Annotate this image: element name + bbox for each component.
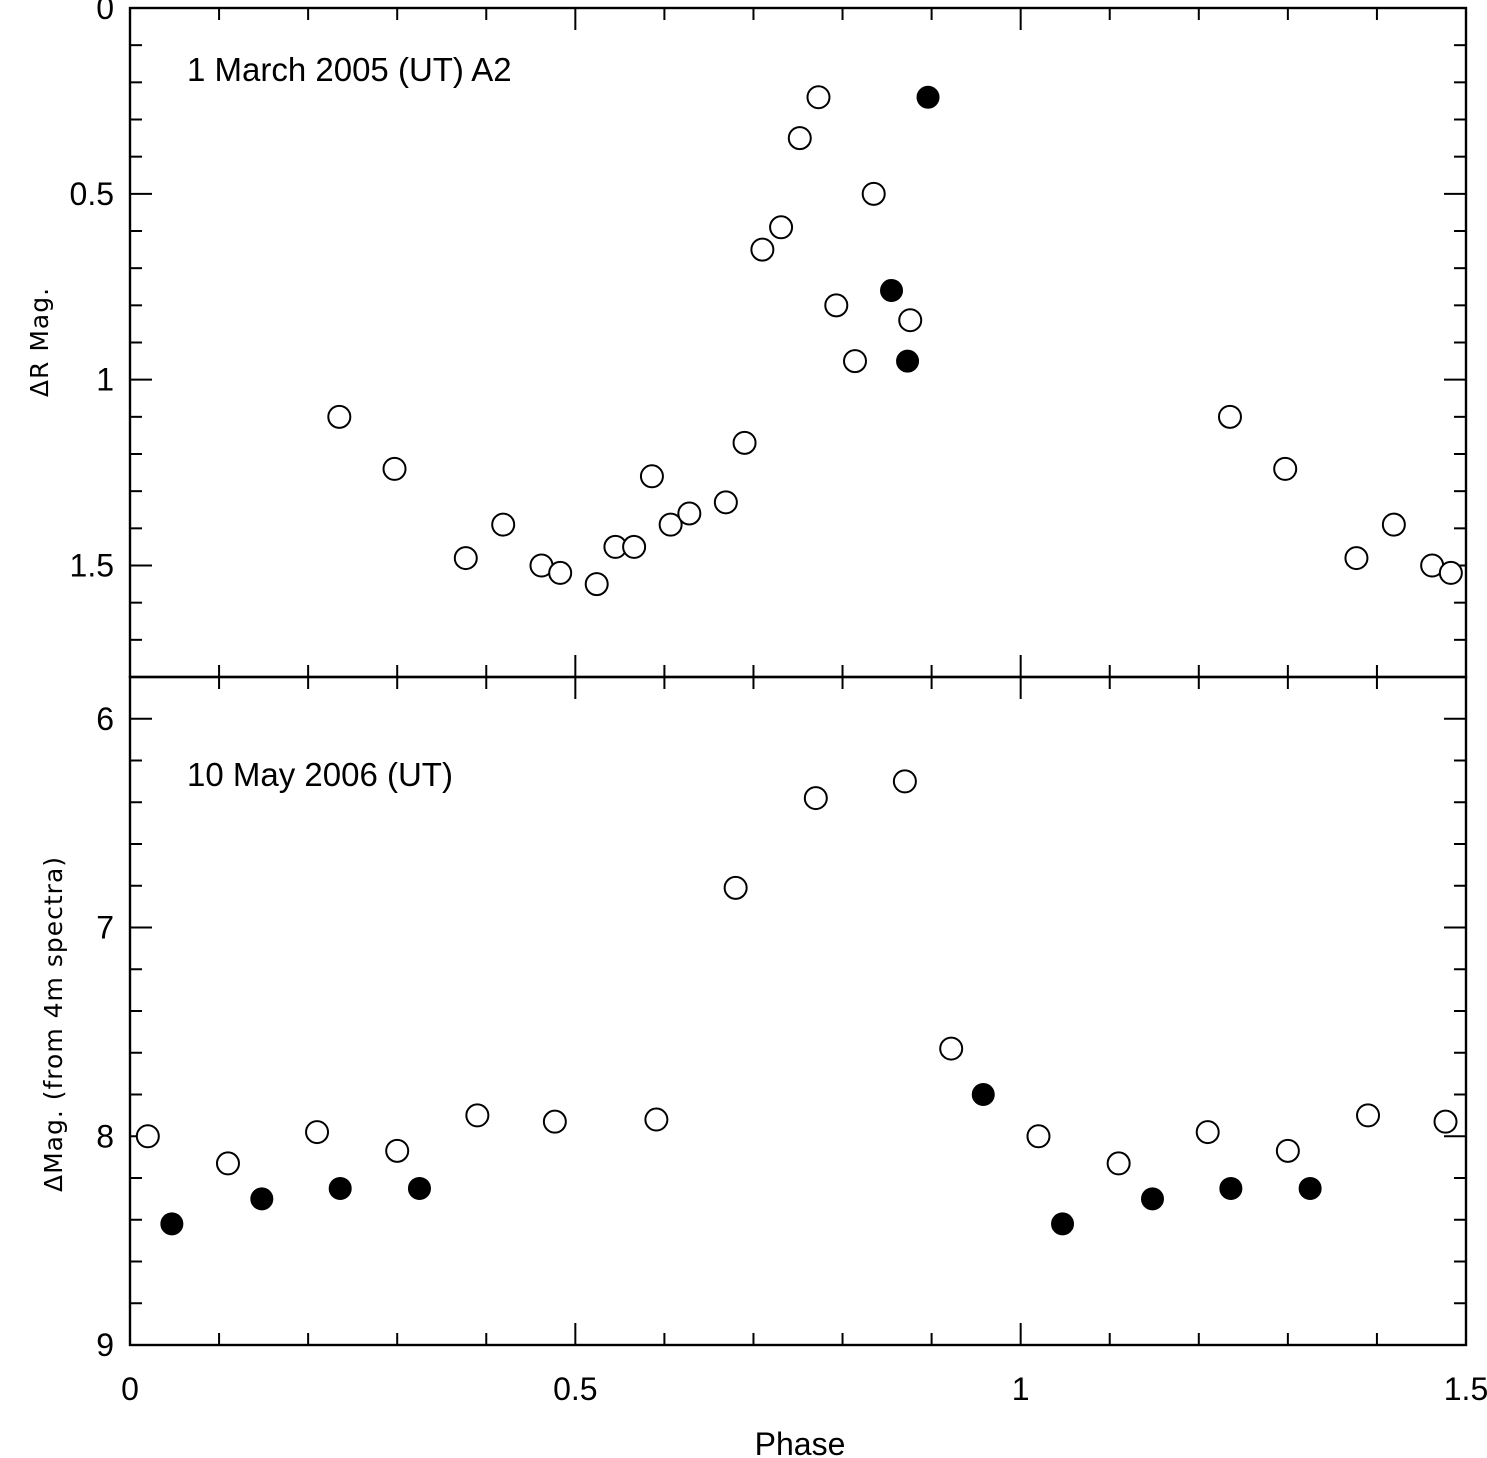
open-data-point-bottom [385,1138,410,1163]
open-data-point-bottom [939,1036,964,1061]
x-tick-label: 0.5 [553,1371,597,1407]
open-data-point-top [750,237,775,262]
open-data-point-top [1344,546,1369,571]
open-data-point-top [1438,560,1463,585]
y-tick-label: 6 [96,701,114,737]
open-data-point-bottom [305,1120,330,1145]
filled-data-point-top [916,85,940,109]
open-data-point-bottom [723,875,748,900]
open-data-point-top [622,534,647,559]
open-data-point-top [658,512,683,537]
bottom-panel-label: 10 May 2006 (UT) [187,756,453,793]
open-data-point-top [677,501,702,526]
filled-data-point-bottom [1298,1176,1322,1200]
y-tick-label: 7 [96,910,114,946]
filled-data-point-bottom [328,1176,352,1200]
y-tick-label: 0.5 [70,176,114,212]
open-data-point-bottom [465,1103,490,1128]
filled-data-point-bottom [1051,1212,1075,1236]
open-data-point-bottom [1195,1120,1220,1145]
open-data-point-top [453,546,478,571]
open-data-point-bottom [1275,1138,1300,1163]
y-tick-label: 0 [96,0,114,26]
x-tick-label: 1 [1012,1371,1030,1407]
open-data-point-top [898,308,923,333]
open-data-point-bottom [892,769,917,794]
open-data-point-bottom [1026,1124,1051,1149]
top-panel-label: 1 March 2005 (UT) A2 [187,51,512,88]
open-data-point-top [769,215,794,240]
x-tick-label: 0 [121,1371,139,1407]
open-data-point-top [491,512,516,537]
open-data-point-top [713,490,738,515]
open-data-point-top [843,349,868,374]
filled-data-point-bottom [407,1176,431,1200]
filled-data-point-bottom [971,1083,995,1106]
open-data-point-bottom [644,1107,669,1132]
x-axis-label: Phase [755,1426,846,1458]
open-data-point-top [639,464,664,489]
open-data-point-bottom [135,1124,160,1149]
open-data-point-bottom [803,786,828,811]
open-data-point-top [1217,404,1242,429]
open-data-point-top [327,404,352,429]
open-data-point-top [787,126,812,151]
open-data-point-top [861,181,886,206]
open-data-point-top [548,560,573,585]
top-y-axis-label: ΔR Mag. [25,287,54,397]
filled-data-point-top [880,278,904,302]
filled-data-point-bottom [250,1187,274,1211]
open-data-point-top [824,293,849,318]
plot-frame-top [128,6,1468,679]
open-data-point-bottom [1356,1103,1381,1128]
open-data-point-top [584,572,609,597]
open-data-point-top [382,456,407,481]
filled-data-point-top [896,349,920,373]
y-tick-label: 8 [96,1118,114,1154]
filled-data-point-bottom [160,1212,184,1236]
axis-ticks [129,7,1467,1346]
filled-data-point-bottom [1219,1176,1243,1200]
y-tick-label: 9 [96,1327,114,1363]
open-data-point-top [732,430,757,455]
data-points [135,85,1463,1236]
open-data-point-bottom [1433,1109,1458,1134]
plot-frames [128,6,1468,1347]
filled-data-point-bottom [1140,1187,1164,1211]
x-tick-label: 1.5 [1444,1371,1487,1407]
open-data-point-bottom [542,1109,567,1134]
y-tick-label: 1 [96,362,114,398]
open-data-point-top [1381,512,1406,537]
open-data-point-top [806,85,831,110]
open-data-point-bottom [1106,1151,1131,1176]
open-data-point-bottom [215,1151,240,1176]
bottom-y-axis-label: ΔMag. (from 4m spectra) [39,856,68,1192]
open-data-point-top [1273,456,1298,481]
y-tick-label: 1.5 [70,548,114,584]
